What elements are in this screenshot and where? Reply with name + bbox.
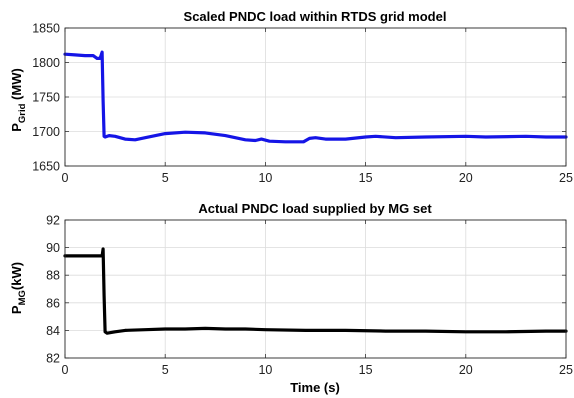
y-tick-label: 1700 (32, 125, 60, 139)
plot-area: 0 5 10 15 20 25 1650 1700 1750 1800 1850 (32, 22, 573, 186)
x-tick-label: 15 (359, 363, 373, 377)
x-tick-label: 0 (62, 363, 69, 377)
x-tick-label: 10 (258, 171, 272, 185)
y-tick-label: 1800 (32, 56, 60, 70)
x-tick-label: 20 (459, 171, 473, 185)
axes-frame (64, 27, 567, 167)
x-tick-label: 5 (162, 363, 169, 377)
y-axis-label-unit: (kW) (9, 262, 24, 290)
y-tick-label: 90 (46, 241, 60, 255)
chart-grid-power: Scaled PNDC load within RTDS grid model … (9, 9, 573, 185)
y-axis-label-sub: Grid (17, 103, 28, 123)
y-axis-label-unit: (MW) (9, 68, 24, 103)
y-tick-label: 1750 (32, 91, 60, 105)
chart-title: Scaled PNDC load within RTDS grid model (184, 9, 447, 24)
axes-frame (64, 219, 567, 359)
y-tick-label: 88 (46, 269, 60, 283)
y-axis-label-sub: MG (17, 290, 28, 305)
x-tick-label: 25 (559, 171, 573, 185)
y-tick-label: 92 (46, 214, 60, 228)
y-tick-label: 1850 (32, 22, 60, 36)
y-tick-label: 86 (46, 296, 60, 310)
x-axis-label: Time (s) (290, 380, 340, 395)
chart-mg-power: Actual PNDC load supplied by MG set 0 5 10… (9, 201, 573, 395)
y-tick-label: 84 (46, 324, 60, 338)
x-tick-label: 20 (459, 363, 473, 377)
y-axis-label-main: P (9, 123, 24, 132)
chart-title: Actual PNDC load supplied by MG set (198, 201, 432, 216)
y-axis-label-main: P (9, 305, 24, 314)
x-tick-label: 0 (62, 171, 69, 185)
x-tick-label: 10 (258, 363, 272, 377)
x-tick-label: 5 (162, 171, 169, 185)
x-tick-label: 15 (359, 171, 373, 185)
y-tick-label: 1650 (32, 160, 60, 174)
y-tick-label: 82 (46, 352, 60, 366)
axes-background (65, 220, 566, 358)
y-axis-label: PGrid (MW) (9, 68, 28, 132)
series-line-0 (63, 247, 568, 335)
x-tick-label: 25 (559, 363, 573, 377)
series-line-0 (63, 50, 568, 144)
plot-area: 0 5 10 15 20 25 82 84 86 88 90 92 (46, 214, 573, 378)
y-axis-label: PMG(kW) (9, 262, 28, 314)
